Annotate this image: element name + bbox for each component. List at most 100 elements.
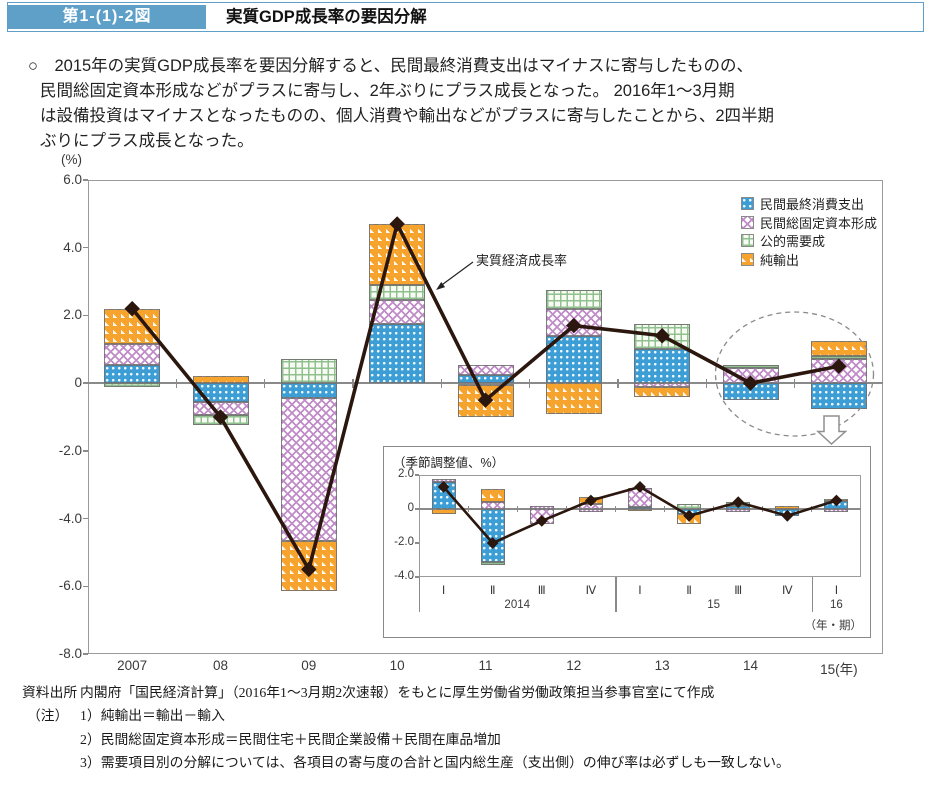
bar-segment-green <box>280 359 337 384</box>
note-item: 2）民間総固定資本形成＝民間住宅＋民間企業設備＋民間在庫品増加 <box>80 731 501 747</box>
note-item: 3）需要項目別の分解については、各項目の寄与度の合計と国内総生産（支出側）の伸び… <box>80 755 790 771</box>
bar-segment-orange <box>810 340 867 357</box>
inset-bar-segment-purple <box>726 509 751 512</box>
inset-quarter-label: Ⅲ <box>537 585 546 597</box>
inset-bar-segment-purple <box>529 509 554 525</box>
y-axis-tick <box>83 517 88 520</box>
bar-segment-orange <box>369 224 426 285</box>
bar-segment-blue <box>104 364 161 384</box>
inset-y-axis-tick <box>415 576 419 578</box>
source-label: 資料出所 <box>22 685 78 700</box>
y-axis-label: 4.0 <box>63 239 82 255</box>
inset-axis-extension <box>419 577 421 612</box>
inset-bar-segment-purple <box>480 502 505 509</box>
inset-quarter-label: Ⅲ <box>734 585 743 597</box>
plot-frame <box>88 180 883 654</box>
y-axis-label: -2.0 <box>58 442 82 458</box>
inset-y-axis-label: -4.0 <box>394 570 414 582</box>
note-label: （注） <box>27 708 69 723</box>
legend-item: 純輸出 <box>741 250 799 269</box>
legend-label: 純輸出 <box>760 252 800 268</box>
legend-item: 公的需要成 <box>741 231 825 250</box>
figure-title: 実質GDP成長率の要因分解 <box>226 8 427 26</box>
y-axis-tick <box>83 585 88 588</box>
figure-header: 第1-(1)-2図 実質GDP成長率の要因分解 <box>7 2 924 32</box>
inset-bar-segment-purple <box>431 479 456 482</box>
inset-x-axis-tick <box>614 506 617 512</box>
bar-segment-purple <box>192 401 249 416</box>
inset-year-group-label: 16 <box>830 599 843 611</box>
bar-segment-orange <box>457 384 514 417</box>
bar-segment-blue <box>457 374 514 384</box>
bar-segment-purple <box>369 300 426 324</box>
y-axis-label: -8.0 <box>58 646 82 661</box>
x-axis-label: 13 <box>654 658 670 673</box>
x-axis-tick <box>528 378 531 388</box>
bar-segment-orange <box>545 383 602 414</box>
x-axis-label: 08 <box>212 658 228 673</box>
notes-list: 1）純輸出＝輸出－輸入 2）民間総固定資本形成＝民間住宅＋民間企業設備＋民間在庫… <box>80 704 920 775</box>
inset-quarter-label: Ⅱ <box>489 585 496 597</box>
inset-bar-segment-purple <box>628 487 652 508</box>
bar-segment-purple <box>810 359 867 384</box>
source-text: 内閣府「国民経済計算」（2016年1～3月期2次速報）をもとに厚生労働省労働政策… <box>80 685 715 700</box>
bar-segment-blue <box>545 335 602 384</box>
bar-segment-green <box>545 290 602 309</box>
y-axis-tick <box>83 246 88 249</box>
bar-segment-blue <box>369 323 426 384</box>
legend-item: 民間最終消費支出 <box>741 194 864 213</box>
inset-x-axis-tick <box>663 506 666 512</box>
bar-segment-blue <box>810 383 867 409</box>
inset-quarter-label: Ⅰ <box>441 585 446 597</box>
inset-bar-segment-blue <box>480 509 505 562</box>
inset-bar-segment-orange <box>431 509 456 515</box>
y-axis-tick <box>83 314 88 317</box>
x-axis-tick <box>705 378 708 388</box>
bar-segment-blue <box>280 383 337 399</box>
inset-x-axis-tick <box>713 506 715 512</box>
y-axis-tick <box>83 179 88 181</box>
legend-item: 民間総固定資本形成 <box>741 213 877 232</box>
inset-quarter-label: Ⅳ <box>585 585 597 597</box>
bar-segment-green <box>634 323 691 350</box>
x-axis-label: 10 <box>389 658 405 673</box>
summary-line: ぶりにプラス成長となった。 <box>40 132 254 150</box>
bar-segment-purple <box>722 367 779 384</box>
bar-segment-green <box>369 284 426 301</box>
inset-axis-note: （年・期） <box>804 620 863 632</box>
bar-segment-purple <box>280 398 337 541</box>
x-axis-tick <box>263 378 266 388</box>
summary-paragraph: ○ 2015年の実質GDP成長率を要因分解すると、民間最終消費支出はマイナスに寄… <box>28 54 908 154</box>
y-axis-label: 2.0 <box>63 307 82 323</box>
bar-segment-orange <box>280 540 337 592</box>
x-axis-tick <box>352 378 354 388</box>
y-axis-tick <box>83 653 88 655</box>
bar-segment-orange <box>104 308 161 345</box>
inset-group-separator <box>615 577 617 612</box>
inset-x-axis-tick <box>467 506 469 512</box>
bar-segment-green <box>810 356 867 360</box>
x-axis-label: 2007 <box>117 658 148 673</box>
inset-year-group-label: 15 <box>707 599 721 611</box>
x-axis-tick <box>440 378 443 388</box>
y-axis-label: 0 <box>74 375 82 391</box>
bar-segment-orange <box>634 386 691 397</box>
figure-number-badge: 第1-(1)-2図 <box>8 5 206 29</box>
y-axis-label: 6.0 <box>63 172 82 187</box>
inset-bar-segment-orange <box>824 498 849 502</box>
y-axis-tick <box>83 450 88 452</box>
inset-bar-segment-green <box>726 502 751 507</box>
inset-x-axis-tick <box>516 506 518 512</box>
bar-segment-purple <box>545 308 602 336</box>
legend-swatch-orange-icon <box>741 252 754 266</box>
bar-segment-blue <box>634 349 691 384</box>
inset-bar-segment-blue <box>431 481 456 509</box>
legend-swatch-blue-icon <box>741 197 754 210</box>
legend-swatch-green-icon <box>741 234 754 248</box>
line-annotation-label: 実質経済成長率 <box>476 253 568 268</box>
x-axis-tick <box>175 378 178 388</box>
inset-x-axis-tick <box>762 506 764 512</box>
summary-line: ○ 2015年の実質GDP成長率を要因分解すると、民間最終消費支出はマイナスに寄… <box>28 57 753 75</box>
x-axis-tick <box>617 378 619 388</box>
bar-segment-purple <box>457 364 514 375</box>
